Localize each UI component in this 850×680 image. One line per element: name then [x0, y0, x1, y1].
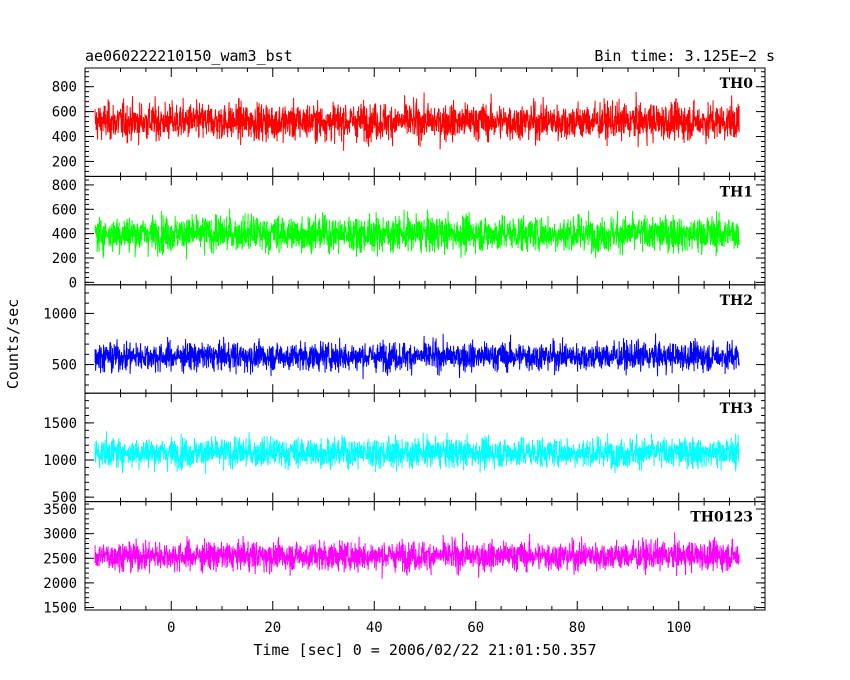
chart-title-left: ae060222210150_wam3_bst: [85, 47, 293, 65]
panel-name-th2: TH2: [720, 293, 753, 309]
x-tick-label: 80: [569, 620, 586, 636]
x-tick-label: 100: [666, 620, 691, 636]
series-th1-trace: [94, 208, 740, 260]
y-tick-label: 800: [52, 178, 77, 194]
panel-name-th0123: TH0123: [690, 510, 753, 526]
y-tick-label: 200: [52, 154, 77, 170]
x-tick-label: 20: [264, 620, 281, 636]
y-tick-label: 1500: [43, 416, 77, 432]
y-tick-label: 3500: [43, 502, 77, 518]
x-tick-label: 60: [467, 620, 484, 636]
series-th2-trace: [94, 333, 740, 380]
chart-title-right: Bin time: 3.125E−2 s: [594, 47, 775, 65]
series-th0-trace: [94, 91, 740, 151]
y-tick-label: 400: [52, 130, 77, 146]
panel-frame-th2: [84, 284, 766, 394]
y-tick-label: 3000: [43, 527, 77, 543]
y-tick-label: 2500: [43, 551, 77, 567]
y-tick-label: 600: [52, 202, 77, 218]
y-tick-label: 400: [52, 227, 77, 243]
y-tick-label: 2000: [43, 576, 77, 592]
panel-name-th0: TH0: [720, 76, 754, 92]
y-tick-label: 500: [52, 358, 77, 374]
panel-name-th1: TH1: [720, 184, 753, 200]
series-th3-trace: [94, 431, 740, 474]
y-tick-label: 600: [52, 105, 77, 121]
x-tick-label: 0: [167, 620, 175, 636]
y-tick-label: 800: [52, 80, 77, 96]
panel-name-th3: TH3: [720, 401, 753, 417]
y-tick-label: 500: [52, 490, 77, 506]
y-axis-label: Counts/sec: [4, 299, 22, 389]
y-tick-label: 0: [69, 275, 77, 291]
x-tick-label: 40: [366, 620, 383, 636]
series-th0123-trace: [94, 532, 740, 579]
y-tick-label: 200: [52, 251, 77, 267]
y-tick-label: 1500: [43, 601, 77, 617]
y-tick-label: 1000: [43, 306, 77, 322]
x-axis-label: Time [sec] 0 = 2006/02/22 21:01:50.357: [253, 641, 596, 659]
y-tick-label: 1000: [43, 453, 77, 469]
